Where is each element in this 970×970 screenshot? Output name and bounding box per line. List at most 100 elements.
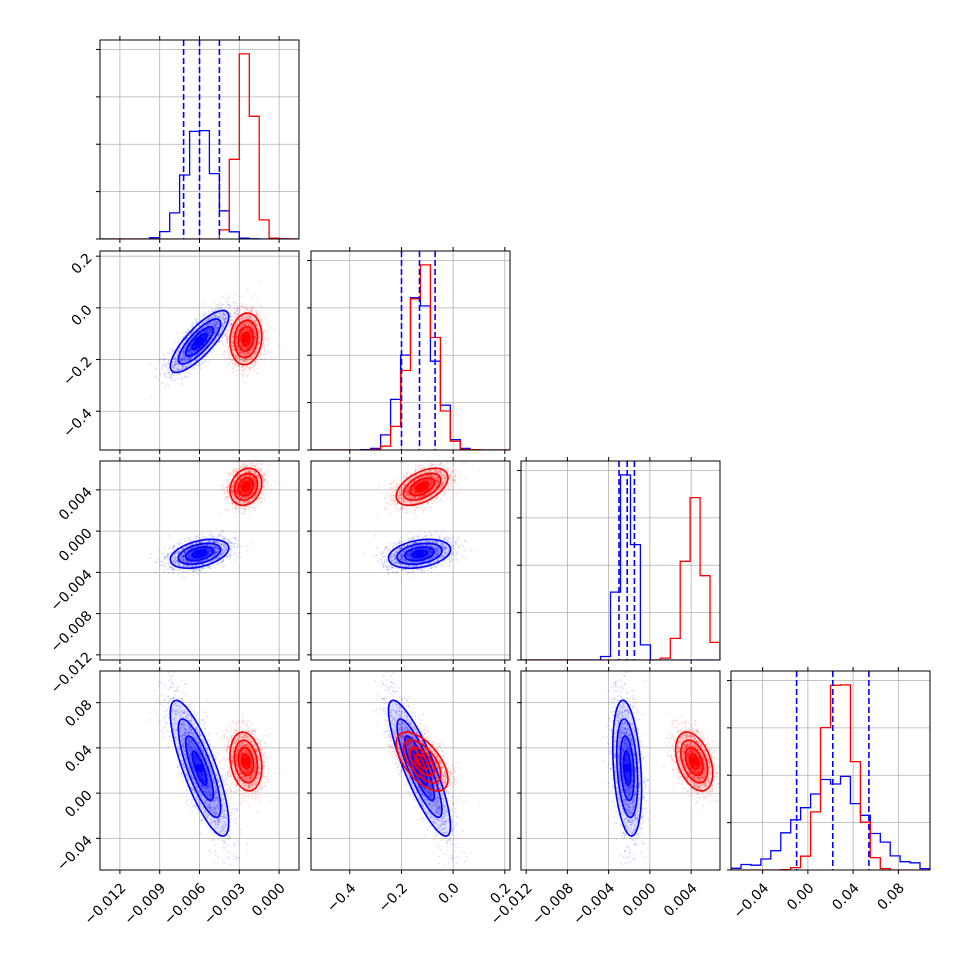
scatter-point [178, 369, 180, 372]
scatter-point [215, 321, 218, 323]
scatter-point [187, 356, 190, 359]
scatter-point [183, 364, 186, 367]
scatter-point [185, 571, 188, 574]
scatter-point [237, 364, 240, 367]
scatter-point [166, 372, 169, 375]
scatter-point [215, 322, 218, 325]
scatter-point [208, 329, 211, 331]
scatter-point [225, 335, 227, 337]
scatter-point [202, 353, 205, 355]
scatter-point [260, 314, 262, 316]
scatter-point [180, 352, 183, 354]
scatter-point [206, 328, 209, 331]
scatter-point [264, 335, 267, 337]
scatter-point [216, 328, 219, 330]
scatter-point [210, 327, 213, 330]
scatter-point [179, 359, 181, 362]
scatter-point [229, 314, 232, 317]
scatter-point [214, 316, 217, 318]
scatter-point [266, 344, 269, 346]
scatter-point [203, 313, 206, 316]
scatter-point [189, 348, 192, 351]
scatter-point [256, 372, 259, 374]
scatter-point [216, 316, 219, 318]
scatter-point [201, 349, 204, 351]
scatter-point [174, 363, 177, 366]
scatter-point [214, 326, 217, 328]
scatter-point [209, 323, 211, 326]
scatter-point [184, 358, 186, 361]
scatter-point [203, 330, 206, 332]
scatter-point [172, 364, 175, 367]
scatter-point [183, 357, 186, 360]
scatter-point [190, 343, 193, 346]
scatter-point [224, 322, 227, 325]
scatter-point [215, 313, 218, 316]
scatter-point [206, 328, 209, 331]
scatter-point [219, 302, 222, 304]
scatter-point [175, 363, 177, 366]
scatter-point [189, 349, 192, 352]
scatter-point [163, 365, 166, 367]
scatter-point [159, 369, 161, 372]
scatter-point [273, 329, 276, 331]
scatter-point [180, 359, 183, 361]
scatter-point [164, 358, 166, 360]
scatter-point [166, 376, 169, 378]
scatter-point [188, 358, 191, 361]
scatter-point [215, 331, 218, 333]
scatter-point [195, 359, 198, 361]
scatter-point [206, 319, 209, 321]
scatter-point [248, 310, 251, 312]
scatter-point [241, 296, 244, 298]
scatter-point [225, 320, 228, 323]
scatter-point [228, 295, 231, 297]
scatter-point [225, 366, 228, 369]
scatter-point [188, 357, 190, 360]
scatter-point [226, 336, 228, 338]
scatter-point [198, 352, 200, 354]
scatter-point [165, 369, 168, 372]
scatter-point [225, 297, 228, 300]
scatter-point [179, 373, 182, 375]
scatter-point [212, 314, 215, 317]
scatter-point [210, 317, 212, 320]
scatter-point [192, 352, 195, 354]
scatter-point [203, 330, 206, 332]
scatter-point [218, 316, 221, 318]
scatter-point [150, 395, 153, 398]
scatter-point [207, 330, 209, 333]
scatter-point [232, 371, 234, 373]
scatter-point [209, 321, 212, 324]
scatter-point [225, 340, 227, 343]
scatter-point [169, 352, 172, 355]
scatter-point [218, 311, 221, 314]
scatter-point [178, 363, 180, 366]
scatter-point [206, 331, 209, 333]
scatter-point [199, 347, 202, 349]
scatter-point [193, 354, 196, 357]
scatter-point [230, 550, 233, 553]
scatter-point [189, 351, 192, 354]
scatter-point [239, 325, 242, 328]
scatter-point [179, 359, 182, 362]
scatter-point [186, 353, 189, 356]
scatter-point [209, 531, 211, 534]
scatter-point [199, 351, 201, 354]
scatter-point [175, 358, 177, 360]
scatter-point [209, 329, 212, 332]
scatter-point [170, 373, 172, 376]
scatter-point [216, 315, 219, 318]
scatter-point [183, 348, 185, 351]
scatter-point [279, 344, 281, 346]
scatter-point [208, 328, 210, 330]
scatter-point [230, 322, 233, 325]
scatter-point [188, 363, 190, 365]
scatter-point [206, 338, 208, 341]
scatter-point [210, 352, 212, 355]
scatter-point [260, 358, 263, 361]
scatter-point [167, 371, 170, 374]
scatter-point [189, 358, 191, 361]
scatter-point [179, 541, 182, 544]
